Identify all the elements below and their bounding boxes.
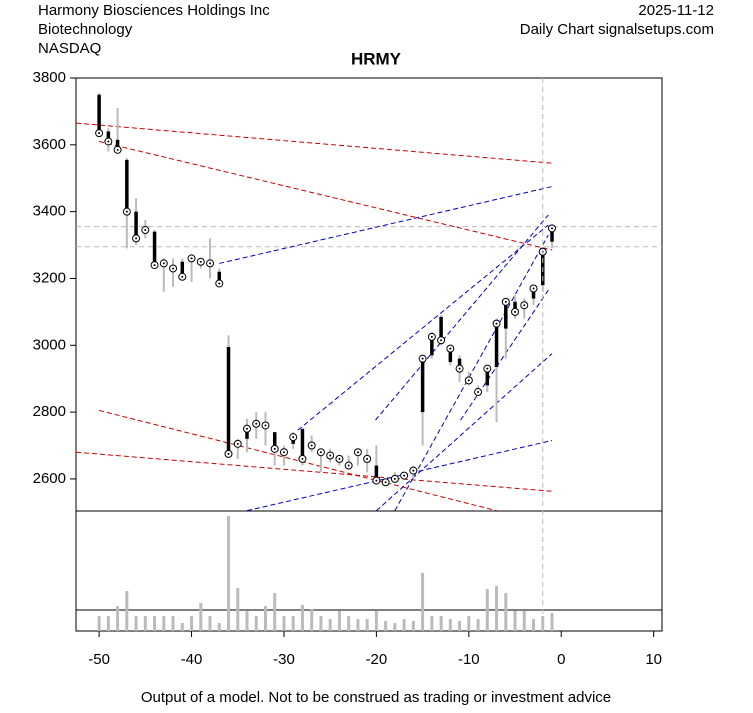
close-dot (181, 275, 184, 278)
x-tick-label: -40 (181, 651, 203, 668)
close-dot (412, 469, 415, 472)
close-dot (144, 229, 147, 232)
company: Harmony Biosciences Holdings Inc (38, 2, 270, 19)
close-dot (514, 310, 517, 313)
trend-line (376, 353, 553, 511)
x-tick-label: -10 (458, 651, 480, 668)
close-dot (393, 477, 396, 480)
y-tick-label: 2600 (33, 470, 66, 487)
close-dot (421, 357, 424, 360)
close-dot (504, 300, 507, 303)
close-dot (135, 237, 138, 240)
x-tick-label: -30 (273, 651, 295, 668)
exchange: NASDAQ (38, 40, 101, 57)
close-dot (162, 262, 165, 265)
close-dot (430, 335, 433, 338)
close-dot (440, 339, 443, 342)
close-dot (153, 264, 156, 267)
trend-line (394, 234, 549, 511)
y-tick-label: 3600 (33, 136, 66, 153)
close-dot (486, 367, 489, 370)
close-dot (495, 322, 498, 325)
close-dot (273, 447, 276, 450)
close-dot (245, 427, 248, 430)
close-dot (467, 379, 470, 382)
close-dot (107, 140, 110, 143)
footer: Output of a model. Not to be construed a… (141, 689, 611, 706)
trend-line (98, 409, 497, 511)
close-dot (209, 262, 212, 265)
trend-line (460, 289, 549, 421)
close-dot (116, 148, 119, 151)
close-dot (356, 451, 359, 454)
y-tick-label: 3200 (33, 269, 66, 286)
close-dot (403, 474, 406, 477)
close-dot (532, 287, 535, 290)
close-dot (458, 367, 461, 370)
close-dot (449, 347, 452, 350)
close-dot (172, 267, 175, 270)
close-dot (98, 132, 101, 135)
close-dot (523, 304, 526, 307)
y-tick-label: 3400 (33, 203, 66, 220)
trend-line (219, 186, 553, 264)
trend-line (246, 440, 553, 511)
close-dot (190, 257, 193, 260)
plot-frame (75, 77, 663, 632)
close-dot (338, 457, 341, 460)
close-dot (292, 436, 295, 439)
trend-line (76, 451, 553, 492)
source: Daily Chart signalsetups.com (520, 21, 714, 38)
close-dot (319, 451, 322, 454)
chart-title: HRMY (351, 49, 402, 68)
close-dot (125, 210, 128, 213)
close-dot (282, 451, 285, 454)
trend-line (76, 122, 553, 164)
trend-line (98, 140, 553, 251)
trend-line (297, 224, 549, 431)
y-tick-label: 3800 (33, 69, 66, 86)
y-tick-label: 2800 (33, 403, 66, 420)
close-dot (255, 422, 258, 425)
x-tick-label: 0 (557, 651, 565, 668)
close-dot (347, 464, 350, 467)
close-dot (329, 454, 332, 457)
y-tick-label: 3000 (33, 336, 66, 353)
close-dot (236, 442, 239, 445)
close-dot (310, 444, 313, 447)
x-tick-label: -20 (366, 651, 388, 668)
close-dot (551, 227, 554, 230)
close-dot (477, 391, 480, 394)
close-dot (301, 457, 304, 460)
close-dot (218, 282, 221, 285)
x-tick-label: 10 (645, 651, 662, 668)
trend-line (375, 214, 549, 421)
date: 2025-11-12 (638, 2, 714, 19)
close-dot (366, 457, 369, 460)
close-dot (384, 481, 387, 484)
close-dot (227, 452, 230, 455)
close-dot (264, 424, 267, 427)
x-tick-label: -50 (88, 651, 110, 668)
close-dot (199, 260, 202, 263)
sector: Biotechnology (38, 21, 133, 38)
close-dot (375, 479, 378, 482)
